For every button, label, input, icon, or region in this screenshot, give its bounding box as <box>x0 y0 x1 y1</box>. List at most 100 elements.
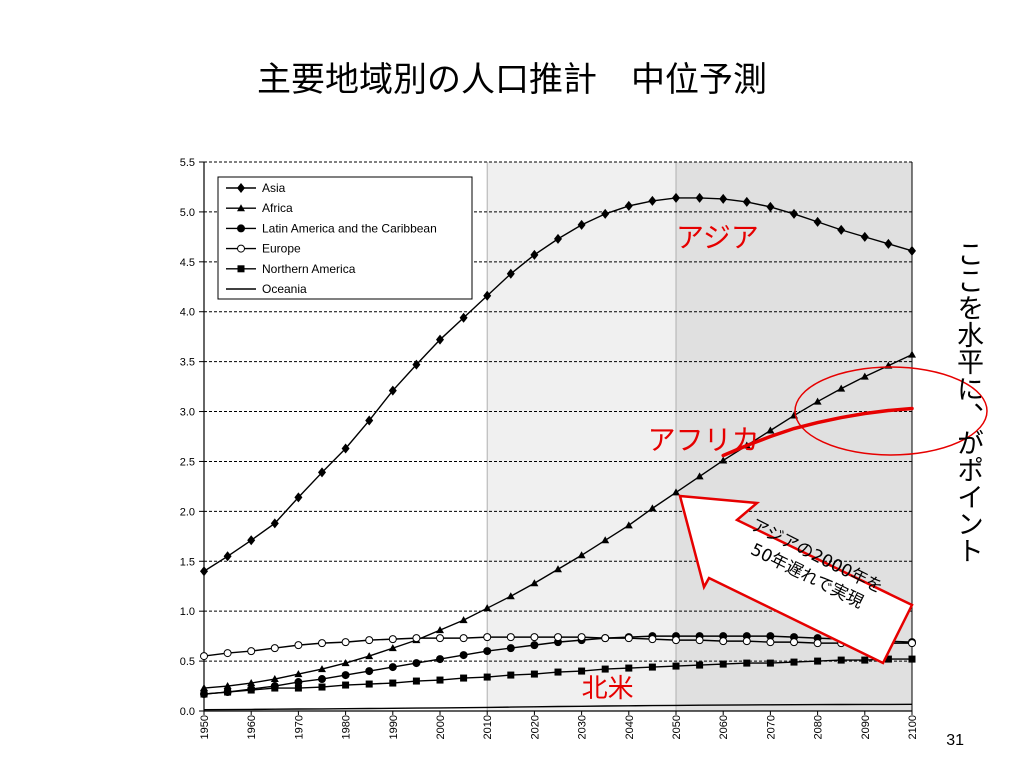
data-point-europe <box>766 638 775 647</box>
y-tick-label: 0.5 <box>180 656 195 668</box>
data-point-europe <box>601 634 610 643</box>
legend-label: Africa <box>262 201 293 215</box>
data-point-northern-america <box>578 667 586 675</box>
data-point-europe <box>672 636 680 645</box>
highlight-ellipse <box>794 366 988 456</box>
x-tick-label: 1970 <box>293 715 305 739</box>
data-point-europe <box>908 639 916 648</box>
legend: Asia Africa Latin America and the Caribbea… <box>217 176 473 300</box>
data-point-asia <box>908 245 916 256</box>
data-point-northern-america <box>648 663 656 671</box>
y-tick-label: 3.5 <box>180 357 195 369</box>
data-point-asia <box>388 385 397 396</box>
x-tick-label: 2010 <box>482 715 494 739</box>
series-africa <box>200 350 916 692</box>
data-point-northern-america <box>507 671 515 679</box>
data-point-northern-america <box>247 686 255 694</box>
x-tick-label: 2000 <box>435 715 447 739</box>
x-tick-label: 1990 <box>388 715 400 739</box>
y-tick-label: 4.5 <box>180 257 195 269</box>
data-point-northern-america <box>530 670 538 678</box>
data-point-europe <box>577 633 586 642</box>
data-point-africa <box>318 665 326 673</box>
legend-label: Northern America <box>262 262 356 276</box>
axes: 0.0 0.5 1.0 1.5 2.0 2.5 3.0 3.5 4.0 4.5 5.0 5.5 1950… <box>180 157 919 739</box>
data-point-asia <box>341 443 350 454</box>
data-point-asia <box>624 200 633 211</box>
data-point-northern-america <box>601 665 609 673</box>
legend-box <box>217 176 473 300</box>
slide-title: 主要地域別の人口推計 中位予測 <box>257 60 767 100</box>
data-point-northern-america <box>672 662 680 670</box>
data-point-europe <box>554 633 562 642</box>
data-point-asia <box>200 566 208 577</box>
data-point-africa <box>648 504 657 512</box>
data-point-latin-america-and-the-caribbean <box>294 678 303 687</box>
region-label: アフリカ <box>648 423 760 456</box>
data-point-africa <box>341 659 350 667</box>
data-point-europe <box>365 636 374 645</box>
data-point-asia <box>884 238 893 249</box>
data-point-northern-america <box>224 688 232 696</box>
data-point-asia <box>577 219 586 230</box>
data-point-northern-america <box>389 679 397 687</box>
data-point-africa <box>270 675 279 683</box>
data-point-latin-america-and-the-caribbean <box>506 644 515 653</box>
x-tick-label: 2030 <box>577 715 589 739</box>
data-point-africa <box>766 426 775 434</box>
data-point-europe <box>506 633 515 642</box>
data-point-latin-america-and-the-caribbean <box>318 675 326 684</box>
legend-label: Latin America and the Caribbean <box>262 221 437 235</box>
data-point-northern-america <box>625 664 633 672</box>
y-tick-label: 0.0 <box>180 706 195 718</box>
data-point-northern-america <box>719 660 727 668</box>
data-point-europe <box>459 634 468 643</box>
data-point-latin-america-and-the-caribbean <box>341 671 350 680</box>
data-point-africa <box>200 684 208 692</box>
x-tick-label: 2090 <box>860 715 872 739</box>
data-point-africa <box>483 604 492 612</box>
side-note: ここを水平に、がポイント <box>952 240 983 564</box>
data-point-africa <box>601 536 610 544</box>
data-point-europe <box>318 639 326 648</box>
data-point-northern-america <box>365 680 373 688</box>
x-tick-label: 2060 <box>718 715 730 739</box>
data-point-asia <box>554 233 562 244</box>
y-tick-label: 1.0 <box>180 606 195 618</box>
data-point-asia <box>530 249 539 260</box>
legend-marker <box>237 183 245 193</box>
x-tick-label: 2050 <box>671 715 683 739</box>
data-point-asia <box>412 359 421 370</box>
data-point-africa <box>388 644 397 652</box>
data-point-africa <box>436 626 444 634</box>
data-point-asia <box>860 231 869 242</box>
data-point-latin-america-and-the-caribbean <box>459 651 468 660</box>
data-point-europe <box>247 647 256 656</box>
data-point-europe <box>200 652 208 661</box>
data-point-latin-america-and-the-caribbean <box>483 647 492 656</box>
region-label: アジア <box>676 221 759 254</box>
region-label: 北米 <box>582 674 634 704</box>
x-tick-label: 1950 <box>199 715 211 739</box>
data-point-africa <box>837 384 846 392</box>
data-point-asia <box>223 551 232 562</box>
data-point-europe <box>294 641 303 650</box>
data-point-africa <box>294 670 303 678</box>
data-point-asia <box>648 195 657 206</box>
data-point-latin-america-and-the-caribbean <box>436 655 444 664</box>
series-asia <box>200 192 916 577</box>
legend-marker <box>237 224 245 233</box>
x-tick-label: 1980 <box>341 715 353 739</box>
x-tick-label: 2070 <box>765 715 777 739</box>
data-point-africa <box>223 682 232 690</box>
data-point-asia <box>436 334 444 345</box>
data-point-europe <box>436 634 444 643</box>
data-point-northern-america <box>766 659 774 667</box>
y-tick-label: 5.5 <box>180 157 195 169</box>
x-tick-label: 2020 <box>529 715 541 739</box>
data-point-northern-america <box>554 668 562 676</box>
legend-marker <box>237 265 245 273</box>
series-line-oceania <box>203 703 913 711</box>
data-point-northern-america <box>483 673 491 681</box>
